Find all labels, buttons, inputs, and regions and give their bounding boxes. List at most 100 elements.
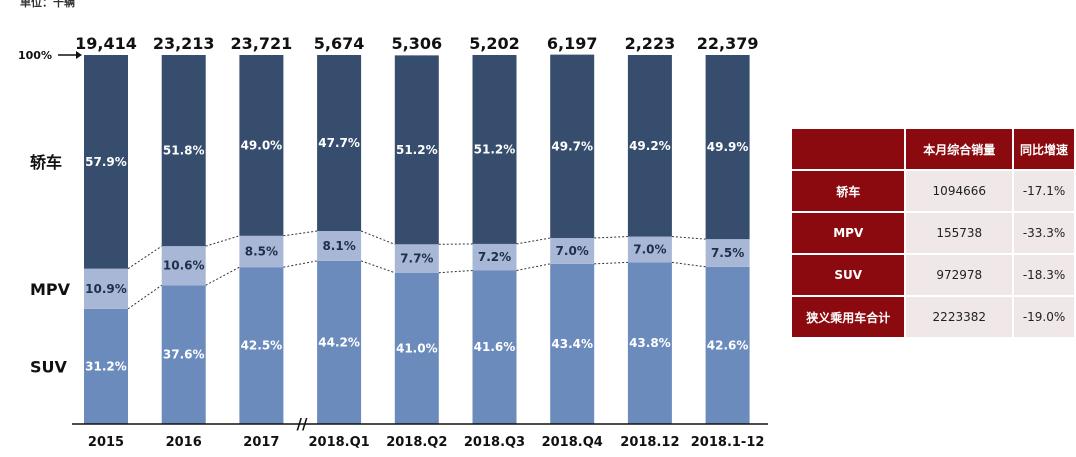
connector-line — [594, 261, 628, 265]
connector-line — [205, 235, 240, 247]
suv-segment — [84, 308, 128, 424]
total-label: 2,223 — [625, 34, 676, 53]
connector-line — [516, 263, 551, 271]
connector-line — [360, 230, 395, 245]
total-label: 23,213 — [153, 34, 215, 53]
sedan-segment — [239, 55, 284, 236]
mpv-segment — [550, 238, 595, 264]
data-label: 7.5% — [711, 246, 744, 260]
table-header-sales: 本月综合销量 — [906, 129, 1013, 169]
total-label: 22,379 — [697, 34, 759, 53]
total-label: 5,306 — [391, 34, 442, 53]
data-label: 49.0% — [241, 138, 283, 152]
data-label: 41.0% — [396, 341, 438, 355]
table-row-label: 狭义乘用车合计 — [792, 297, 905, 337]
table-header-growth: 同比增速 — [1014, 129, 1074, 169]
mpv-segment — [472, 243, 517, 271]
category-label: 2018.1-12 — [691, 435, 765, 450]
table-cell-sales: 2223382 — [906, 297, 1013, 337]
data-label: 7.2% — [478, 250, 511, 264]
data-label: 7.0% — [633, 242, 666, 256]
total-label: 5,674 — [314, 34, 365, 53]
data-label: 8.1% — [322, 239, 355, 253]
data-label: 31.2% — [85, 359, 127, 373]
data-label: 8.5% — [245, 244, 278, 258]
mpv-segment — [317, 231, 362, 261]
mpv-segment — [161, 246, 206, 286]
data-label: 10.9% — [85, 282, 127, 296]
total-label: 6,197 — [547, 34, 598, 53]
connector-line — [438, 269, 473, 274]
axis-break-mark: // — [297, 415, 308, 433]
unit-label: 单位：千辆 — [20, 0, 75, 9]
table-row-label: MPV — [792, 213, 905, 253]
arrow-head-icon — [76, 51, 82, 59]
mpv-segment — [84, 268, 128, 309]
total-label: 19,414 — [75, 34, 137, 53]
suv-segment — [317, 260, 362, 424]
series-label: 轿车 — [30, 153, 62, 172]
data-label: 49.7% — [551, 139, 593, 153]
data-label: 49.9% — [707, 140, 749, 154]
table-cell-sales: 972978 — [906, 255, 1013, 295]
table-row-label: SUV — [792, 255, 905, 295]
connector-line — [127, 284, 162, 310]
data-label: 42.5% — [241, 339, 283, 353]
connector-line — [671, 236, 706, 240]
table-cell-growth: -19.0% — [1014, 297, 1074, 337]
table-cell-sales: 155738 — [906, 213, 1013, 253]
suv-segment — [472, 270, 517, 424]
table-cell-sales: 1094666 — [906, 171, 1013, 211]
mpv-segment — [705, 239, 750, 267]
data-label: 42.6% — [707, 338, 749, 352]
table-row: 轿车 1094666 -17.1% — [792, 171, 1074, 211]
data-label: 10.6% — [163, 259, 205, 273]
suv-segment — [394, 272, 439, 424]
data-label: 43.8% — [629, 336, 671, 350]
data-label: 57.9% — [85, 155, 127, 169]
category-label: 2016 — [166, 435, 202, 450]
connector-line — [594, 236, 628, 239]
suv-segment — [627, 262, 672, 424]
series-label: MPV — [30, 280, 71, 299]
data-label: 51.8% — [163, 144, 205, 158]
data-label: 41.6% — [474, 340, 516, 354]
sedan-segment — [472, 55, 517, 244]
mpv-segment — [627, 236, 672, 263]
sedan-segment — [705, 55, 750, 240]
data-label: 47.7% — [318, 136, 360, 150]
table-cell-growth: -17.1% — [1014, 171, 1074, 211]
connector-line — [283, 230, 318, 237]
suv-segment — [161, 285, 206, 424]
hundred-percent-marker: 100% — [18, 49, 52, 62]
category-label: 2018.Q2 — [386, 435, 447, 450]
table-header-row: 本月综合销量 同比增速 — [792, 129, 1074, 169]
table-cell-growth: -18.3% — [1014, 255, 1074, 295]
sedan-segment — [550, 54, 595, 239]
mpv-segment — [394, 244, 439, 273]
total-label: 5,202 — [469, 34, 520, 53]
category-label: 2015 — [88, 435, 124, 450]
connector-line — [283, 260, 318, 268]
category-label: 2018.Q1 — [308, 435, 369, 450]
table-row: MPV 155738 -33.3% — [792, 213, 1074, 253]
connector-line — [516, 237, 551, 245]
connector-line — [205, 266, 240, 286]
table-header-empty — [792, 129, 905, 169]
sedan-segment — [394, 55, 439, 245]
table-row-label: 轿车 — [792, 171, 905, 211]
data-label: 44.2% — [318, 335, 360, 349]
data-label: 43.4% — [551, 337, 593, 351]
category-label: 2018.Q4 — [542, 435, 603, 450]
connector-line — [671, 261, 706, 268]
table-row: 狭义乘用车合计 2223382 -19.0% — [792, 297, 1074, 337]
connector-line — [360, 260, 395, 274]
table-cell-growth: -33.3% — [1014, 213, 1074, 253]
category-label: 2018.12 — [620, 435, 679, 450]
suv-segment — [239, 267, 284, 424]
mpv-segment — [239, 235, 284, 268]
data-label: 7.7% — [400, 252, 433, 266]
sedan-segment — [84, 55, 128, 269]
data-label: 51.2% — [474, 142, 516, 156]
suv-segment — [550, 263, 595, 424]
